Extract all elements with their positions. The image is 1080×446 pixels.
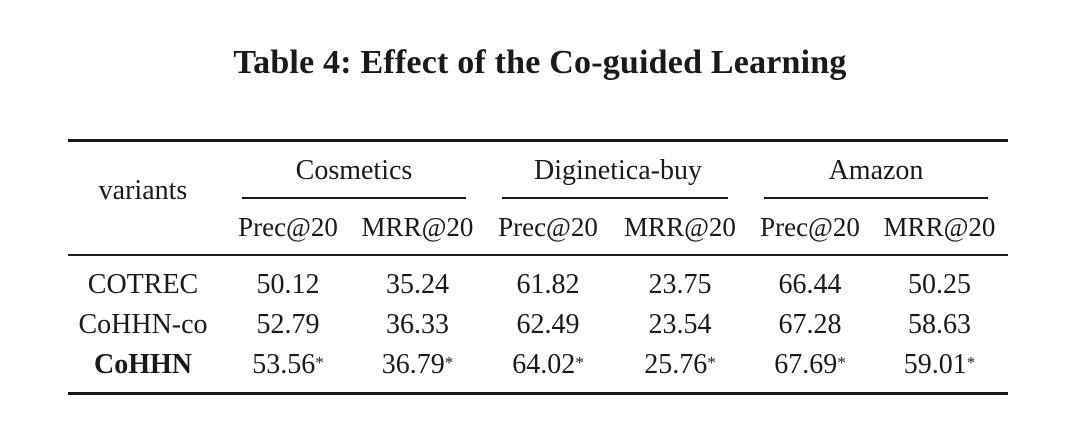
table-top-rule bbox=[68, 139, 1008, 142]
table-cell: 67.69* bbox=[750, 348, 870, 382]
row-label: CoHHN bbox=[94, 349, 192, 380]
metric-header: Prec@20 bbox=[498, 212, 598, 242]
cell-value: 52.79 bbox=[256, 309, 320, 340]
group-header-cosmetics: Cosmetics bbox=[295, 155, 413, 186]
table-cell: 52.79 bbox=[228, 308, 348, 342]
cell-value: 67.28 bbox=[778, 309, 842, 340]
significance-marker: * bbox=[966, 353, 976, 372]
table-cell: 36.79* bbox=[355, 348, 480, 382]
cell-value: 36.33 bbox=[386, 309, 449, 340]
metric-header: Prec@20 bbox=[238, 212, 338, 242]
cell-value: 66.44 bbox=[778, 269, 842, 300]
metric-header: MRR@20 bbox=[624, 212, 736, 242]
significance-marker: * bbox=[575, 353, 584, 372]
group-rule-diginetica-buy bbox=[502, 197, 728, 199]
table-bottom-rule bbox=[68, 392, 1008, 395]
table-cell: 53.56* bbox=[228, 348, 348, 382]
cell-value: 64.02 bbox=[512, 349, 576, 380]
variants-header: variants bbox=[98, 175, 188, 206]
table-header-rule bbox=[68, 254, 1008, 256]
significance-marker: * bbox=[315, 353, 324, 372]
cell-value: 23.54 bbox=[648, 309, 712, 340]
table-cell: 35.24 bbox=[355, 268, 480, 302]
table-cell: 59.01* bbox=[877, 348, 1002, 382]
cell-value: 53.56 bbox=[252, 349, 316, 380]
table-cell: 23.54 bbox=[615, 308, 745, 342]
metric-header: Prec@20 bbox=[760, 212, 860, 242]
cell-value: 36.79 bbox=[381, 349, 445, 380]
cell-value: 25.76 bbox=[644, 349, 708, 380]
significance-marker: * bbox=[837, 353, 846, 372]
table-cell: 67.28 bbox=[750, 308, 870, 342]
table-cell: 62.49 bbox=[488, 308, 608, 342]
cell-value: 35.24 bbox=[386, 269, 449, 300]
row-label: COTREC bbox=[87, 269, 199, 300]
group-rule-amazon bbox=[764, 197, 988, 199]
table-cell: 58.63 bbox=[877, 308, 1002, 342]
table-cell: 50.25 bbox=[877, 268, 1002, 302]
cell-value: 67.69 bbox=[774, 349, 838, 380]
table-cell: 66.44 bbox=[750, 268, 870, 302]
cell-value: 50.25 bbox=[908, 269, 971, 300]
cell-value: 62.49 bbox=[516, 309, 580, 340]
table-cell: 23.75 bbox=[615, 268, 745, 302]
cell-value: 61.82 bbox=[516, 269, 580, 300]
table-caption: Table 4: Effect of the Co-guided Learnin… bbox=[233, 44, 847, 81]
group-header-amazon: Amazon bbox=[828, 155, 924, 186]
cell-value: 50.12 bbox=[256, 269, 320, 300]
table-cell: 61.82 bbox=[488, 268, 608, 302]
table-cell: 50.12 bbox=[228, 268, 348, 302]
significance-marker: * bbox=[707, 353, 716, 372]
cell-value: 58.63 bbox=[908, 309, 971, 340]
cell-value: 23.75 bbox=[648, 269, 712, 300]
table-cell: 36.33 bbox=[355, 308, 480, 342]
significance-marker: * bbox=[444, 353, 454, 372]
cell-value: 59.01 bbox=[903, 349, 967, 380]
row-label: CoHHN-co bbox=[78, 309, 208, 340]
metric-header: MRR@20 bbox=[883, 212, 996, 242]
metric-header: MRR@20 bbox=[361, 212, 474, 242]
group-header-diginetica-buy: Diginetica-buy bbox=[534, 155, 702, 186]
table-cell: 25.76* bbox=[615, 348, 745, 382]
table-cell: 64.02* bbox=[488, 348, 608, 382]
group-rule-cosmetics bbox=[242, 197, 466, 199]
